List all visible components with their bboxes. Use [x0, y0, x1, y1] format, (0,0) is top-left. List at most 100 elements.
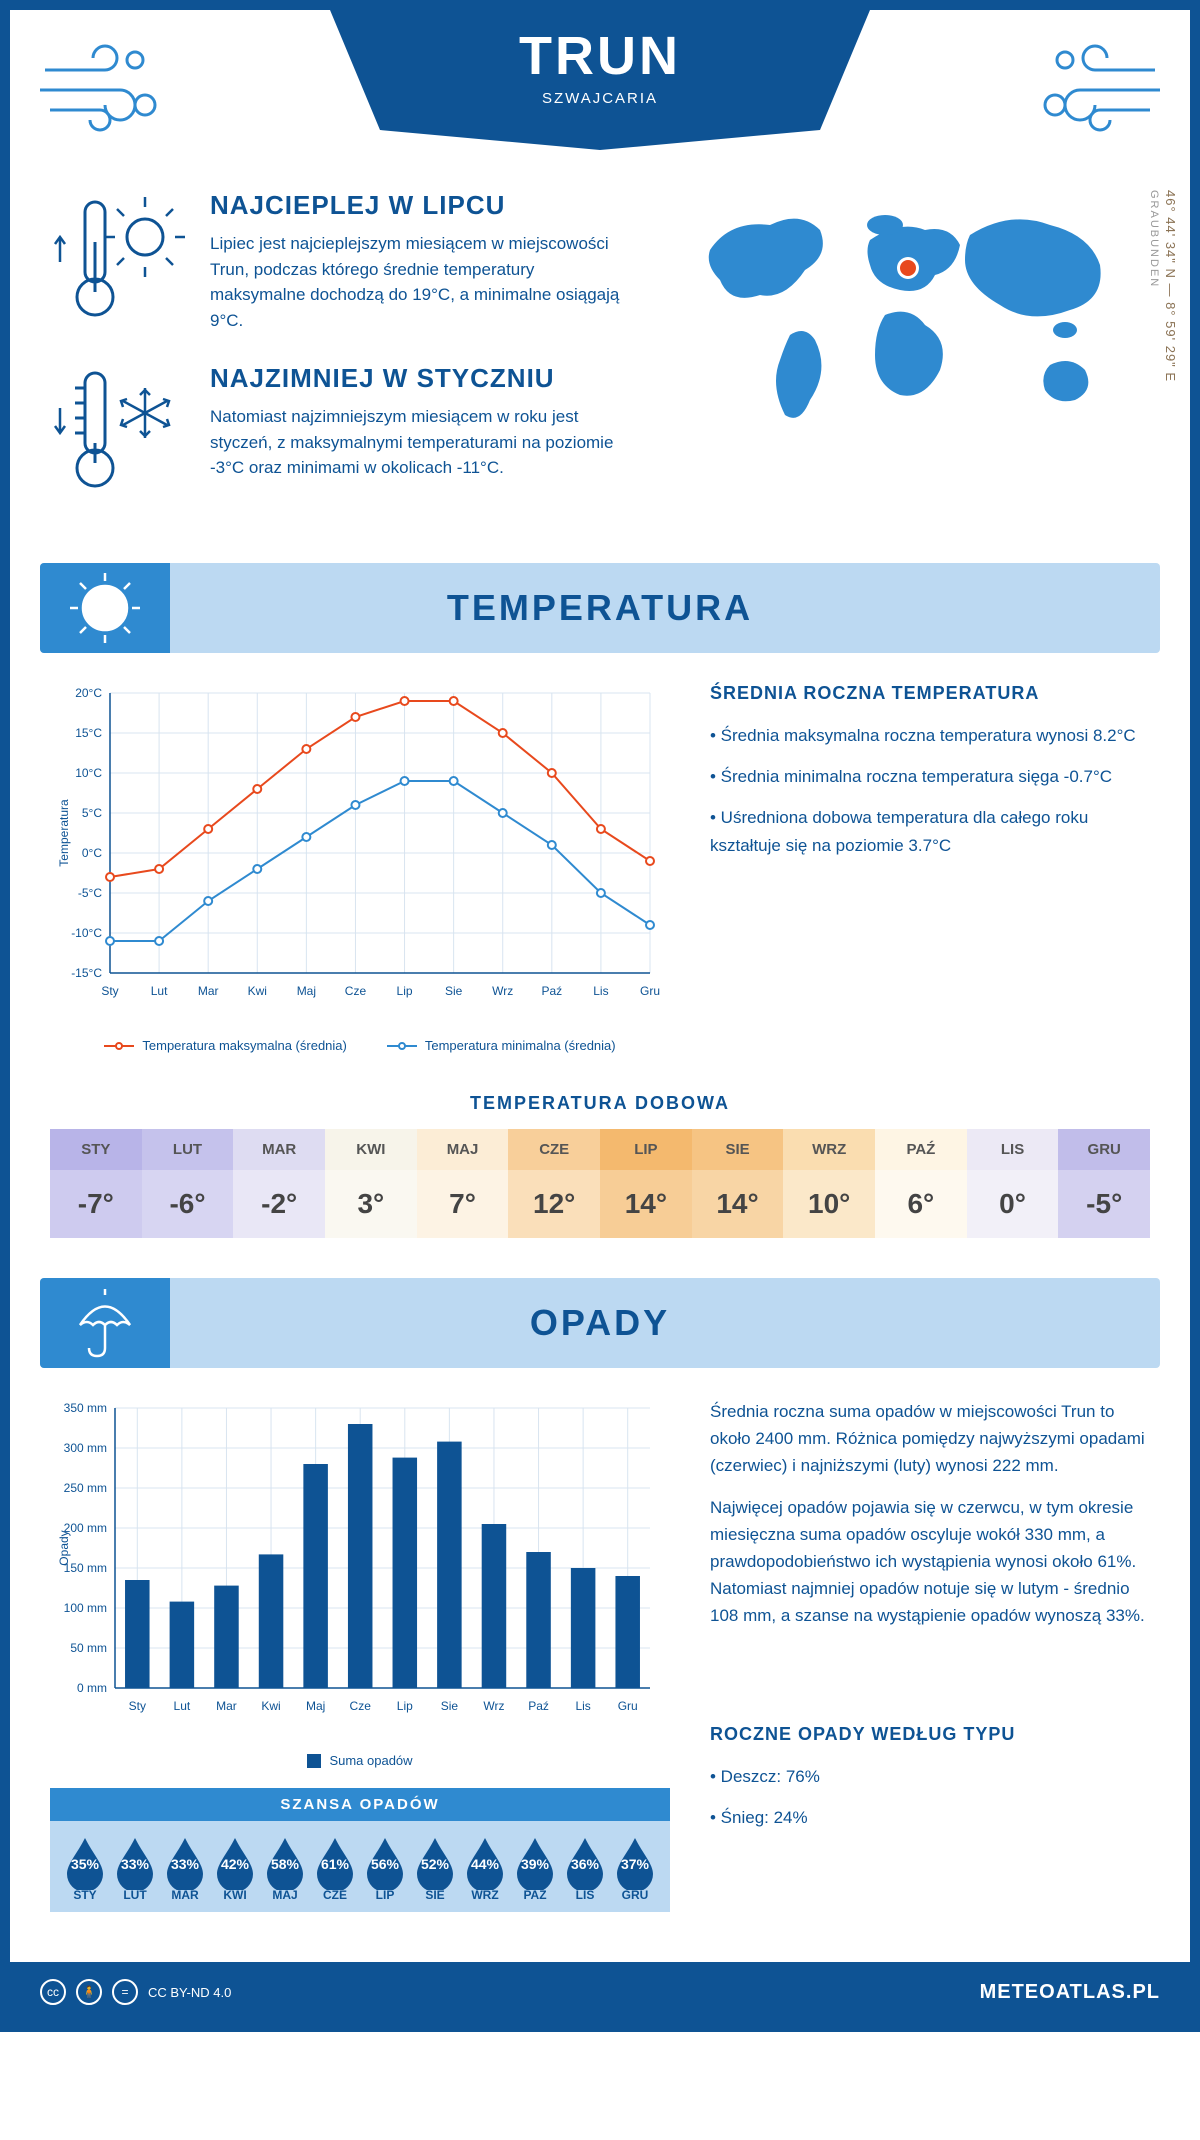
svg-text:Kwi: Kwi: [261, 1699, 280, 1713]
svg-text:100 mm: 100 mm: [64, 1601, 107, 1615]
world-map: GRAUBUNDEN 46° 44' 34" N — 8° 59' 29" E: [670, 190, 1150, 533]
temp-cell: KWI 3°: [325, 1129, 417, 1238]
thermometer-cold-icon: [50, 363, 190, 503]
region-label: GRAUBUNDEN: [1148, 190, 1160, 288]
svg-text:Lut: Lut: [174, 1699, 191, 1713]
temp-cell: LIS 0°: [967, 1129, 1059, 1238]
temp-cell: SIE 14°: [692, 1129, 784, 1238]
svg-text:Sie: Sie: [441, 1699, 459, 1713]
thermometer-hot-icon: [50, 190, 190, 333]
svg-text:0 mm: 0 mm: [77, 1681, 107, 1695]
svg-text:5°C: 5°C: [82, 806, 102, 820]
temp-stats-title: ŚREDNIA ROCZNA TEMPERATURA: [710, 683, 1150, 704]
svg-text:Sty: Sty: [129, 1699, 146, 1713]
svg-text:Maj: Maj: [297, 984, 316, 998]
by-icon: 🧍: [76, 1979, 102, 2005]
svg-text:250 mm: 250 mm: [64, 1481, 107, 1495]
sun-icon: [40, 563, 170, 653]
page-subtitle: SZWAJCARIA: [10, 90, 1190, 107]
hottest-text: Lipiec jest najcieplejszym miesiącem w m…: [210, 231, 630, 333]
rain-drop: 58% MAJ: [263, 1836, 307, 1902]
coordinates: 46° 44' 34" N — 8° 59' 29" E: [1163, 190, 1178, 382]
svg-text:0°C: 0°C: [82, 846, 102, 860]
site-name: METEOATLAS.PL: [980, 1981, 1160, 2004]
cc-icon: cc: [40, 1979, 66, 2005]
rain-drop: 52% SIE: [413, 1836, 457, 1902]
svg-text:Paź: Paź: [528, 1699, 549, 1713]
temp-cell: PAŹ 6°: [875, 1129, 967, 1238]
rain-drop: 42% KWI: [213, 1836, 257, 1902]
temp-stat: • Średnia minimalna roczna temperatura s…: [710, 763, 1150, 790]
coldest-text: Natomiast najzimniejszym miesiącem w rok…: [210, 404, 630, 481]
license-text: CC BY-ND 4.0: [148, 1985, 231, 2000]
rain-drop: 36% LIS: [563, 1836, 607, 1902]
precipitation-section-header: OPADY: [40, 1278, 1160, 1368]
daily-temp-table: STY -7° LUT -6° MAR -2° KWI 3° MAJ 7° CZ…: [50, 1129, 1150, 1238]
svg-text:Gru: Gru: [640, 984, 660, 998]
temp-cell: WRZ 10°: [783, 1129, 875, 1238]
umbrella-icon: [40, 1278, 170, 1368]
temperature-section-header: TEMPERATURA: [40, 563, 1160, 653]
svg-text:10°C: 10°C: [75, 766, 102, 780]
temperature-title: TEMPERATURA: [447, 587, 753, 629]
footer: cc 🧍 = CC BY-ND 4.0 METEOATLAS.PL: [10, 1962, 1190, 2022]
legend-min: Temperatura minimalna (średnia): [425, 1038, 616, 1053]
svg-text:-5°C: -5°C: [78, 886, 102, 900]
legend-max: Temperatura maksymalna (średnia): [142, 1038, 346, 1053]
rain-drop: 61% CZE: [313, 1836, 357, 1902]
svg-text:Gru: Gru: [618, 1699, 638, 1713]
svg-text:50 mm: 50 mm: [70, 1641, 107, 1655]
coldest-title: NAJZIMNIEJ W STYCZNIU: [210, 363, 630, 394]
svg-text:Maj: Maj: [306, 1699, 325, 1713]
svg-text:Cze: Cze: [345, 984, 367, 998]
precip-text: Najwięcej opadów pojawia się w czerwcu, …: [710, 1494, 1150, 1630]
svg-text:Paź: Paź: [541, 984, 562, 998]
precip-type-snow: • Śnieg: 24%: [710, 1804, 1150, 1831]
rain-drop: 33% LUT: [113, 1836, 157, 1902]
rain-drop: 35% STY: [63, 1836, 107, 1902]
precipitation-legend: Suma opadów: [50, 1753, 670, 1768]
svg-text:Lis: Lis: [593, 984, 608, 998]
svg-text:Lip: Lip: [397, 1699, 413, 1713]
temp-cell: LIP 14°: [600, 1129, 692, 1238]
temp-stat: • Uśredniona dobowa temperatura dla całe…: [710, 804, 1150, 858]
hottest-title: NAJCIEPLEJ W LIPCU: [210, 190, 630, 221]
svg-text:Mar: Mar: [198, 984, 219, 998]
svg-text:Lut: Lut: [151, 984, 168, 998]
daily-temp-title: TEMPERATURA DOBOWA: [10, 1093, 1190, 1114]
svg-text:Cze: Cze: [350, 1699, 372, 1713]
svg-text:-15°C: -15°C: [71, 966, 102, 980]
temp-cell: MAJ 7°: [417, 1129, 509, 1238]
precip-text: Średnia roczna suma opadów w miejscowośc…: [710, 1398, 1150, 1480]
temp-cell: GRU -5°: [1058, 1129, 1150, 1238]
precip-type-title: ROCZNE OPADY WEDŁUG TYPU: [710, 1724, 1150, 1745]
coldest-block: NAJZIMNIEJ W STYCZNIU Natomiast najzimni…: [50, 363, 630, 503]
rain-drop: 37% GRU: [613, 1836, 657, 1902]
svg-text:Opady: Opady: [57, 1530, 71, 1565]
precip-type-rain: • Deszcz: 76%: [710, 1763, 1150, 1790]
svg-text:Sty: Sty: [101, 984, 118, 998]
svg-text:Temperatura: Temperatura: [57, 799, 71, 867]
svg-text:-10°C: -10°C: [71, 926, 102, 940]
precipitation-title: OPADY: [530, 1302, 670, 1344]
rain-chance-title: SZANSA OPADÓW: [50, 1788, 670, 1821]
svg-text:Mar: Mar: [216, 1699, 237, 1713]
legend-sum: Suma opadów: [329, 1753, 412, 1768]
temperature-legend: Temperatura maksymalna (średnia) Tempera…: [50, 1038, 670, 1053]
rain-drop: 39% PAŹ: [513, 1836, 557, 1902]
svg-text:15°C: 15°C: [75, 726, 102, 740]
temp-cell: CZE 12°: [508, 1129, 600, 1238]
svg-text:20°C: 20°C: [75, 686, 102, 700]
svg-text:Kwi: Kwi: [248, 984, 267, 998]
svg-text:Lis: Lis: [575, 1699, 590, 1713]
page-frame: TRUN SZWAJCARIA: [0, 0, 1200, 2032]
wind-icon: [1035, 35, 1165, 150]
svg-text:300 mm: 300 mm: [64, 1441, 107, 1455]
svg-text:Sie: Sie: [445, 984, 463, 998]
temperature-chart: -15°C -10°C -5°C 0°C 5°C 10°C 15°C 20°C Sty Lut Ma…: [50, 683, 670, 1053]
svg-text:Wrz: Wrz: [492, 984, 513, 998]
temp-stat: • Średnia maksymalna roczna temperatura …: [710, 722, 1150, 749]
page-title: TRUN: [10, 25, 1190, 87]
rain-drop: 33% MAR: [163, 1836, 207, 1902]
svg-text:Lip: Lip: [397, 984, 413, 998]
